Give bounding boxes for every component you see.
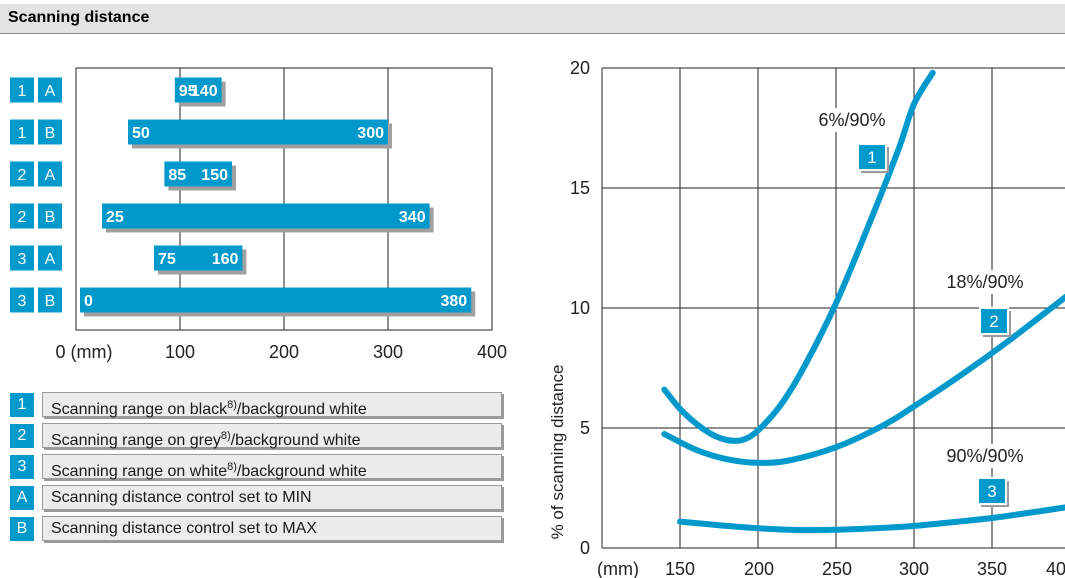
legend-badge: 2 (10, 424, 34, 448)
x-tick-label: 400 (477, 342, 507, 362)
x-tick-label: 200 (269, 342, 299, 362)
y-tick-label: 5 (580, 418, 590, 438)
row-badge (38, 245, 62, 271)
y-tick-label: 0 (580, 538, 590, 558)
series-label: 90%/90% (946, 446, 1023, 466)
row-badge-label: 1 (18, 125, 27, 142)
range-bar (164, 161, 232, 187)
row-badge-label: 2 (18, 209, 27, 226)
series-badge (857, 143, 887, 171)
bar-start-label: 0 (84, 293, 93, 310)
bar-start-label: 95 (179, 83, 197, 100)
series-badge (977, 477, 1007, 505)
row-badge-label: A (45, 251, 56, 268)
range-bar (174, 77, 222, 103)
row-badge-label: 3 (18, 251, 27, 268)
bar-start-label: 25 (106, 209, 124, 226)
series-label: 18%/90% (946, 272, 1023, 292)
row-badge (10, 77, 34, 103)
bar-end-label: 140 (191, 83, 218, 100)
range-bar (102, 203, 430, 229)
series-line (677, 504, 1065, 534)
series-line (661, 69, 936, 444)
row-badge-label: B (45, 209, 56, 226)
x-tick-label: 150 (665, 559, 695, 578)
series-badge-shadow (861, 147, 889, 173)
legend-badge: 3 (10, 455, 34, 479)
legend-text: Scanning distance control set to MIN (42, 485, 502, 510)
bar-end-label: 300 (357, 125, 384, 142)
section-title: Scanning distance (8, 9, 150, 26)
x-tick-label: 40 (1046, 559, 1065, 578)
row-badge (38, 203, 62, 229)
range-bar (80, 287, 472, 313)
row-badge (38, 77, 62, 103)
y-tick-label: 20 (570, 58, 590, 78)
row-badge (10, 119, 34, 145)
y-axis-label: % of scanning distance (548, 365, 567, 540)
row-badge-label: A (45, 167, 56, 184)
row-badge-label: B (45, 125, 56, 142)
bar-end-label: 340 (399, 209, 426, 226)
y-tick-label: 10 (570, 298, 590, 318)
row-badge (10, 161, 34, 187)
row-badge-label: A (45, 83, 56, 100)
x-tick-label: 300 (373, 342, 403, 362)
range-bar (128, 119, 388, 145)
label-backing (939, 444, 1031, 468)
x-tick-label: 0 (mm) (56, 342, 113, 362)
row-badge (38, 119, 62, 145)
section-header: Scanning distance (0, 4, 1065, 34)
series-badge-shadow (983, 311, 1011, 337)
row-badge (10, 245, 34, 271)
x-tick-label: 350 (977, 559, 1007, 578)
x-tick-label: 200 (744, 559, 774, 578)
bar-start-label: 85 (168, 167, 186, 184)
x-tick-label: 250 (822, 559, 852, 578)
row-badge (38, 287, 62, 313)
series-label: 6%/90% (818, 110, 885, 130)
bar-end-label: 380 (440, 293, 467, 310)
label-backing (939, 270, 1031, 294)
bar-start-label: 50 (132, 125, 150, 142)
series-badge-shadow (981, 481, 1009, 507)
legend-text: Scanning range on grey8)/background whit… (42, 423, 502, 449)
series-line (661, 293, 1065, 466)
row-badge-label: 1 (18, 83, 27, 100)
series-badge-label: 1 (867, 148, 876, 167)
row-badge-label: 3 (18, 293, 27, 310)
row-badge-label: B (45, 293, 56, 310)
bar-start-label: 75 (158, 251, 176, 268)
legend-text: Scanning range on black8)/background whi… (42, 392, 502, 418)
range-bar (154, 245, 243, 271)
x-tick-label: 100 (165, 342, 195, 362)
legend-badge: 1 (10, 393, 34, 417)
legend-text: Scanning range on white8)/background whi… (42, 454, 502, 480)
row-badge (10, 203, 34, 229)
series-badge-label: 2 (989, 312, 998, 331)
row-badge (38, 161, 62, 187)
y-tick-label: 15 (570, 178, 590, 198)
x-tick-label: 300 (899, 559, 929, 578)
legend-badge: B (10, 517, 34, 541)
legend-text: Scanning distance control set to MAX (42, 516, 502, 541)
bar-end-label: 150 (201, 167, 228, 184)
legend-badge: A (10, 486, 34, 510)
x-tick-label: (mm) (597, 559, 639, 578)
bar-end-label: 160 (212, 251, 239, 268)
label-backing (806, 108, 898, 132)
row-badge (10, 287, 34, 313)
series-badge-label: 3 (987, 482, 996, 501)
row-badge-label: 2 (18, 167, 27, 184)
series-badge (979, 307, 1009, 335)
